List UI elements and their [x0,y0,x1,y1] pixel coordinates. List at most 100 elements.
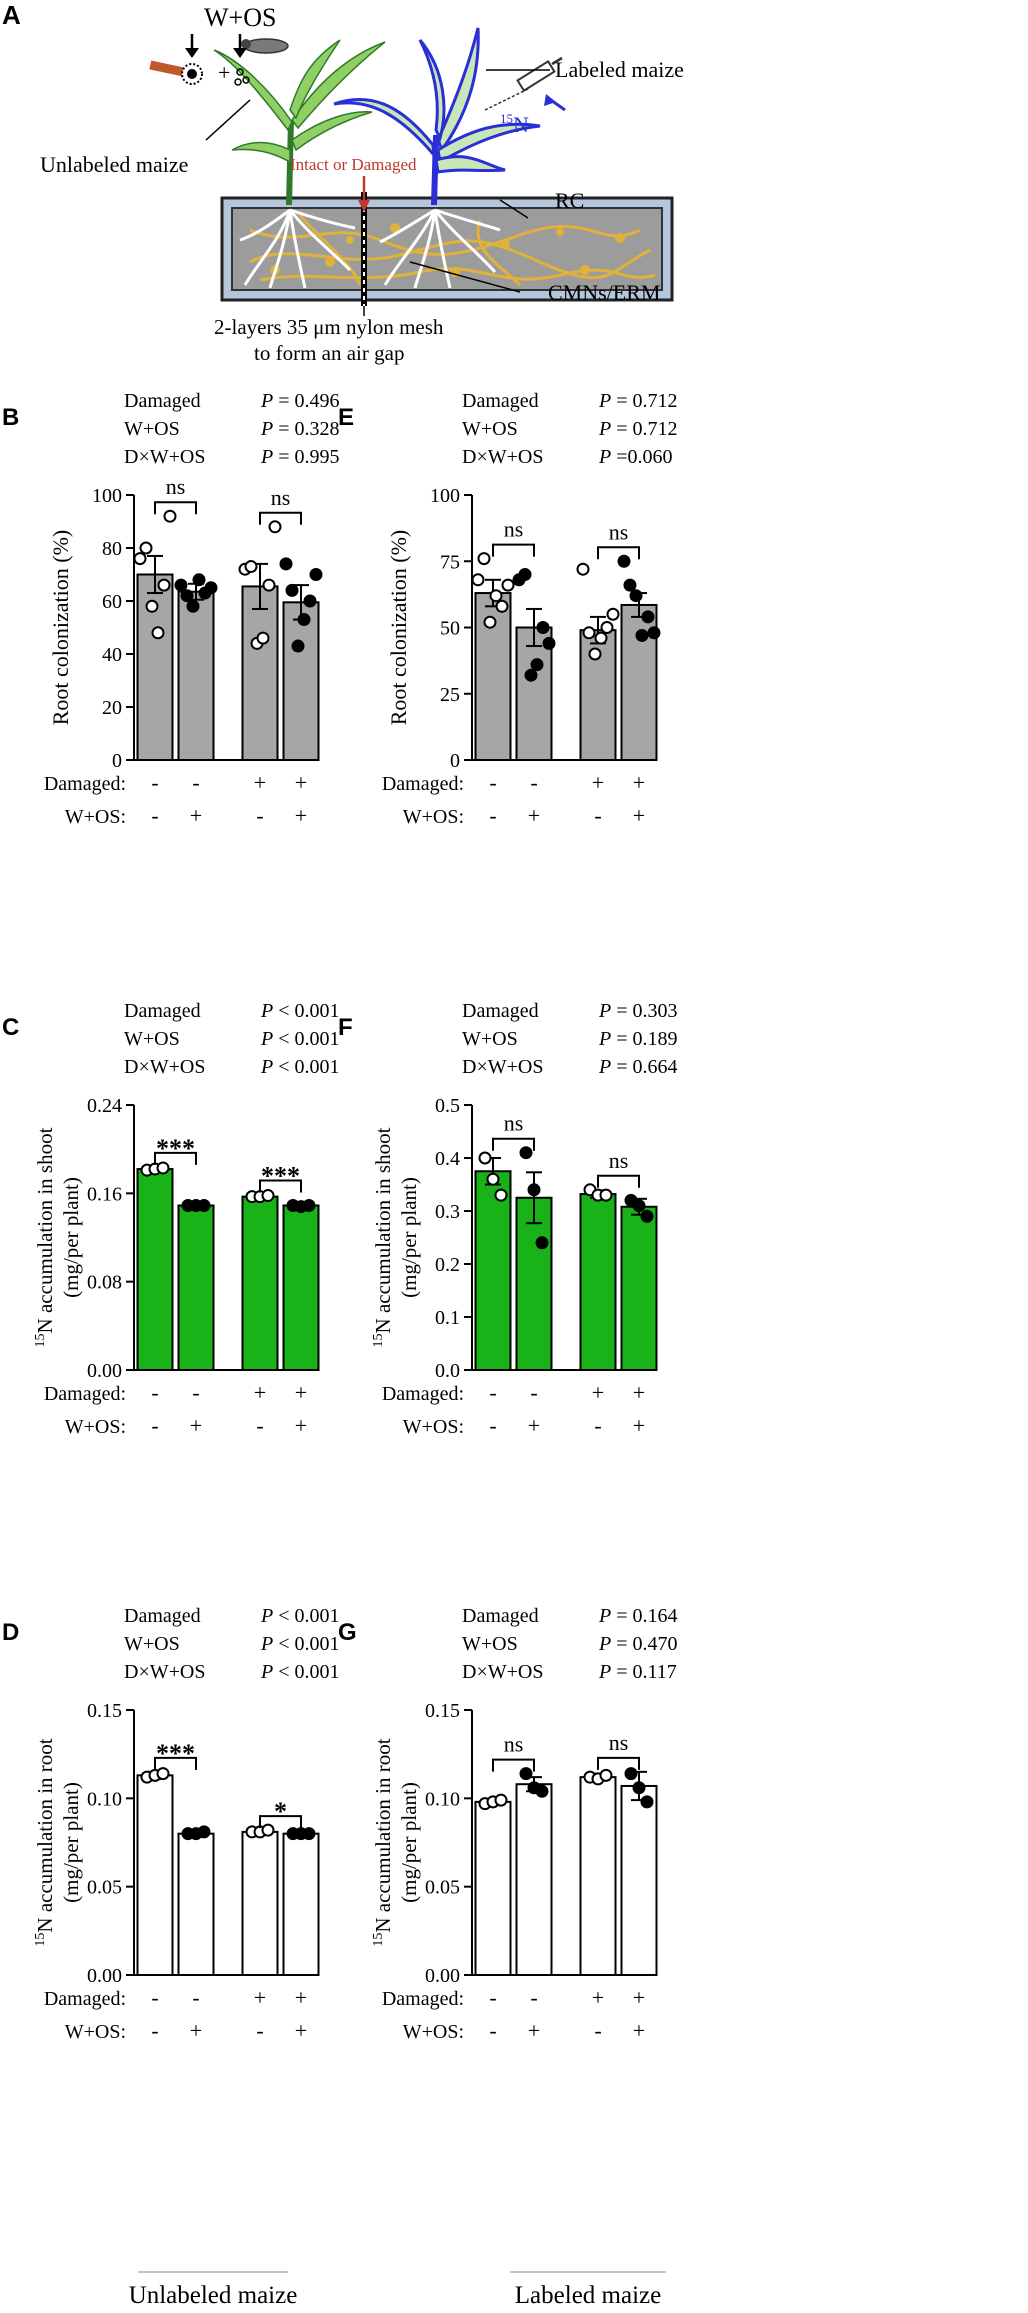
row2-sign: + [528,803,540,828]
stat-p-value: P = 0.328 [260,418,340,440]
data-point [647,626,661,640]
stat-label: D×W+OS [124,446,205,468]
unlabeled-maize-label: Unlabeled maize [40,152,188,177]
data-point [285,583,299,597]
row1-sign: + [295,770,307,795]
bar [620,1205,658,1372]
data-point [501,578,515,592]
y-axis-label-unit: (mg/per plant) [397,1177,421,1298]
stat-label: Damaged [124,1000,201,1022]
row-label-damaged: Damaged: [382,773,464,795]
y-axis-label: 15N accumulation in shoot [33,1127,57,1347]
stat-label: W+OS [462,1633,518,1655]
y-tick-label: 50 [440,618,460,640]
stat-label: W+OS [462,418,518,440]
data-point [261,1823,275,1837]
bar [579,1776,617,1976]
row1-sign: - [489,1380,496,1405]
charts-group: B Damaged P = 0.496 W+OS P = 0.328 D×W+OS P = … [2,390,678,2043]
row1-sign: - [192,1985,199,2010]
labeled-maize-label: Labeled maize [555,57,684,82]
stat-label: Damaged [462,1000,539,1022]
bar [282,601,320,762]
mesh-label-line1: 2-layers 35 μm nylon mesh [214,315,444,339]
significance-label: * [274,1797,287,1826]
y-tick-label: 0.2 [435,1254,460,1276]
significance-label: ns [504,1111,524,1136]
row2-sign: + [528,2018,540,2043]
data-point [527,1183,541,1197]
bar [136,1774,174,1977]
data-point [197,1198,211,1212]
y-tick-label: 0.08 [87,1272,122,1294]
n15-label: 15N [500,111,529,137]
significance-bracket [597,546,640,560]
y-tick-label: 0.24 [87,1095,122,1117]
row1-sign: + [633,1380,645,1405]
data-point [186,599,200,613]
data-point [151,626,165,640]
row1-sign: + [633,1985,645,2010]
y-tick-label: 80 [102,538,122,560]
row-label-damaged: Damaged: [44,1383,126,1405]
row2-sign: - [489,803,496,828]
y-axis-label-unit: (mg/per plant) [59,1177,83,1298]
row2-sign: - [594,2018,601,2043]
y-tick-label: 0.05 [425,1877,460,1899]
y-tick-label: 25 [440,684,460,706]
data-point [297,613,311,627]
data-point [640,1795,654,1809]
y-tick-label: 0.16 [87,1183,122,1205]
syringe-icon [484,56,566,112]
data-point [530,658,544,672]
mesh-label-line2: to form an air gap [254,341,404,365]
data-point [483,615,497,629]
stat-label: D×W+OS [124,1661,205,1683]
y-tick-label: 0.4 [435,1148,460,1170]
row1-sign: - [192,1380,199,1405]
panel-letter-d: D [2,1619,19,1646]
data-point [489,589,503,603]
data-point [478,1151,492,1165]
left-group-label: Unlabeled maize [129,2282,298,2309]
data-point [641,610,655,624]
data-point [163,509,177,523]
stat-p-value: P < 0.001 [260,1633,340,1655]
stat-label: W+OS [124,1633,180,1655]
significance-label: ns [504,1732,524,1757]
stat-p-value: P = 0.117 [598,1661,677,1683]
y-tick-label: 75 [440,551,460,573]
plus-sign: + [218,60,230,85]
data-point [471,573,485,587]
row2-sign: - [256,803,263,828]
significance-bracket [492,1137,535,1151]
data-point [535,1784,549,1798]
row2-sign: + [295,2018,307,2043]
significance-label: ns [609,519,629,544]
data-point [309,568,323,581]
y-tick-label: 0.00 [425,1965,460,1987]
data-point [157,578,171,592]
data-point [599,1188,613,1202]
y-tick-label: 0.00 [87,1965,122,1987]
row1-sign: + [633,770,645,795]
treatment-label: W+OS [204,3,276,32]
bar [241,585,279,761]
stat-label: Damaged [124,390,201,412]
row1-sign: + [295,1380,307,1405]
y-tick-label: 40 [102,644,122,666]
data-point [617,554,631,568]
y-tick-label: 0.15 [425,1700,460,1722]
data-point [302,1827,316,1841]
data-point [302,1198,316,1212]
row2-sign: + [295,1413,307,1438]
data-point [600,621,614,634]
stat-p-value: P = 0.189 [598,1028,678,1050]
stat-p-value: P = 0.496 [260,390,340,412]
row1-sign: + [592,1380,604,1405]
stat-label: D×W+OS [124,1056,205,1078]
right-group-label: Labeled maize [515,2282,661,2309]
data-point [256,631,270,645]
data-point [606,607,620,621]
bar [515,1783,553,1976]
